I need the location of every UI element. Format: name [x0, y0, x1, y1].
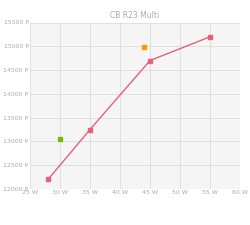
Title: CB R23 Multi: CB R23 Multi	[110, 11, 160, 20]
Ayaneo Kun	[148, 59, 152, 62]
Line: Ayaneo Kun: Ayaneo Kun	[46, 35, 212, 181]
Ayaneo Kun	[46, 178, 50, 181]
Ayaneo Kun	[208, 35, 212, 38]
Ayaneo Kun	[88, 128, 92, 131]
